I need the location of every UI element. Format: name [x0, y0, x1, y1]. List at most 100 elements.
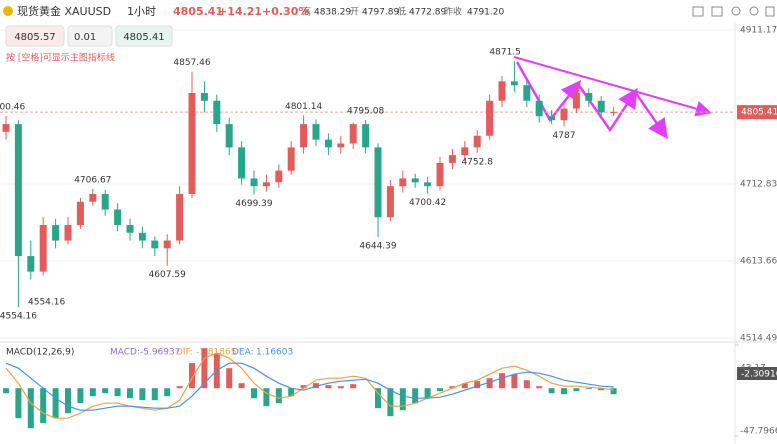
- macd-bar: [251, 388, 257, 399]
- macd-bar: [65, 388, 71, 414]
- macd-bar: [461, 383, 468, 389]
- toolbar[interactable]: [692, 6, 775, 17]
- candle-body: [64, 225, 72, 241]
- prev-label: 昨收: [444, 6, 462, 18]
- candle-body: [486, 100, 494, 136]
- current-price-box: [737, 105, 777, 120]
- candle-body: [287, 147, 295, 171]
- interval[interactable]: 1小时: [127, 5, 156, 18]
- tool-icon[interactable]: [765, 6, 775, 17]
- candle-body: [473, 135, 481, 148]
- price-label: 4857.46: [173, 58, 210, 68]
- macd-bar: [474, 381, 481, 389]
- dif-label: DIF:: [176, 348, 193, 358]
- macd-bar: [275, 388, 282, 404]
- price-label: 4706.67: [74, 175, 111, 185]
- candle-body: [101, 193, 109, 210]
- macd-bar: [238, 383, 245, 389]
- dif-value: -1.81865: [196, 348, 236, 358]
- open-label: 开: [350, 7, 359, 18]
- macd-bar: [486, 378, 493, 389]
- tool-icon[interactable]: [711, 6, 723, 17]
- dea-label: DEA:: [232, 348, 254, 358]
- low: 4772.89: [409, 8, 446, 18]
- price-label: 4871.5: [489, 47, 521, 57]
- low-label: 低: [397, 6, 406, 18]
- bid[interactable]: 4805.41: [123, 32, 164, 43]
- candle-body: [498, 81, 506, 101]
- price-label: 4801.14: [285, 102, 322, 112]
- price-label: 4752.8: [461, 157, 493, 167]
- macd-name: MACD(12,26,9): [6, 348, 74, 358]
- lot[interactable]: 0.01: [74, 32, 96, 43]
- candle-body: [151, 240, 159, 249]
- macd-label: MACD:: [110, 348, 140, 358]
- symbol[interactable]: 现货黄金 XAUUSD: [17, 4, 111, 18]
- candle-body: [535, 100, 543, 117]
- tool-icon[interactable]: [731, 6, 741, 16]
- macd-current-box: [737, 367, 777, 380]
- price-label: 4795.08: [347, 107, 384, 117]
- candle-body: [424, 182, 432, 187]
- dif-line: [5, 352, 614, 419]
- candle-body: [349, 124, 357, 144]
- macd-bar: [52, 388, 59, 419]
- macd-bar: [189, 363, 195, 389]
- trend-line[interactable]: [513, 56, 712, 117]
- macd-bar: [424, 388, 431, 399]
- macd-bar: [77, 388, 84, 404]
- macd-bar: [151, 388, 158, 401]
- macd-bar: [598, 388, 605, 391]
- macd-bar: [300, 385, 307, 389]
- candle-body: [572, 93, 580, 109]
- price-label: 4554.16: [28, 298, 65, 308]
- macd-bar: [449, 386, 456, 389]
- candle-body: [585, 93, 593, 101]
- macd-bar: [511, 374, 518, 389]
- price-label: 4800.46: [0, 102, 25, 112]
- macd-bar: [263, 388, 270, 407]
- lot-box[interactable]: [67, 25, 113, 47]
- macd-bar: [337, 386, 344, 389]
- candle-body: [14, 124, 22, 257]
- macd-bar: [585, 388, 592, 390]
- candle-body: [461, 147, 469, 156]
- macd-bar: [176, 386, 183, 389]
- macd-bar: [89, 388, 96, 397]
- high: 4838.29: [314, 8, 351, 18]
- bid-box[interactable]: [115, 25, 173, 47]
- candle-body: [176, 193, 184, 241]
- change-pct: +0.30%: [262, 5, 309, 18]
- candle-body: [300, 124, 308, 148]
- price-label: 4644.39: [359, 242, 396, 252]
- candle-body: [262, 182, 270, 187]
- candle-body: [213, 100, 221, 125]
- macd-bar: [325, 385, 332, 389]
- high-label: 高: [302, 6, 311, 18]
- candle-body: [548, 116, 556, 121]
- macd-bar: [375, 388, 381, 409]
- candle-body: [138, 232, 146, 241]
- candle-body: [362, 124, 370, 148]
- candle-body: [411, 178, 419, 183]
- candle-body: [52, 225, 60, 241]
- candle-body: [386, 186, 394, 218]
- projection-arrow[interactable]: [633, 91, 668, 140]
- macd-bar: [164, 388, 171, 397]
- ask[interactable]: 4805.57: [14, 32, 55, 43]
- tool-icon[interactable]: [692, 6, 704, 17]
- last-price: 4805.41: [173, 5, 223, 18]
- macd-tick-label: 43.17: [740, 364, 766, 374]
- candle-body: [448, 155, 456, 163]
- ask-box[interactable]: [5, 25, 65, 47]
- candle-body: [324, 139, 332, 148]
- macd-value: -5.96937: [140, 348, 180, 358]
- macd-tick-label: -47.79669: [740, 427, 777, 437]
- macd-bar: [548, 388, 555, 394]
- macd-bar: [15, 388, 22, 419]
- tool-icon[interactable]: [749, 6, 759, 16]
- candle-body: [510, 81, 518, 86]
- macd-bar: [27, 388, 34, 429]
- candle-body: [523, 85, 531, 101]
